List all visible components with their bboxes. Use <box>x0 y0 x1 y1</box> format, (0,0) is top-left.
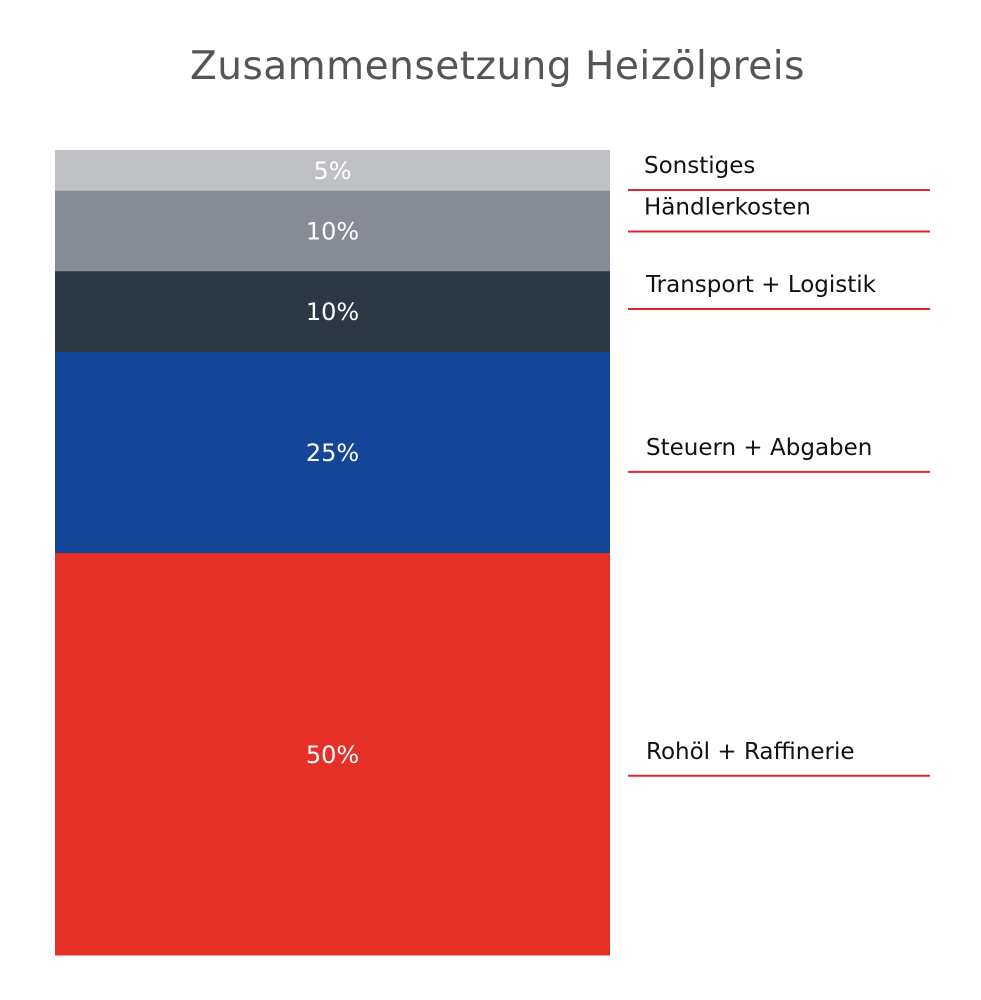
data-label: 10% <box>306 298 359 326</box>
chart-title: Zusammensetzung Heizölpreis <box>190 44 805 89</box>
data-label: 50% <box>306 741 359 769</box>
bar-segment <box>55 552 610 956</box>
bar-segment <box>55 150 610 191</box>
legend-label: Transport + Logistik <box>645 272 877 298</box>
bar-segment <box>55 270 610 352</box>
legend-label: Sonstiges <box>644 153 755 179</box>
legend-label: Steuern + Abgaben <box>646 435 872 461</box>
legend-label: Rohöl + Raffinerie <box>646 739 854 765</box>
data-label: 5% <box>313 157 351 185</box>
bar-segment <box>55 190 610 272</box>
data-label: 10% <box>306 218 359 246</box>
legend-label: Händlerkosten <box>644 195 811 221</box>
data-label: 25% <box>306 439 359 467</box>
bar-segment <box>55 351 610 553</box>
